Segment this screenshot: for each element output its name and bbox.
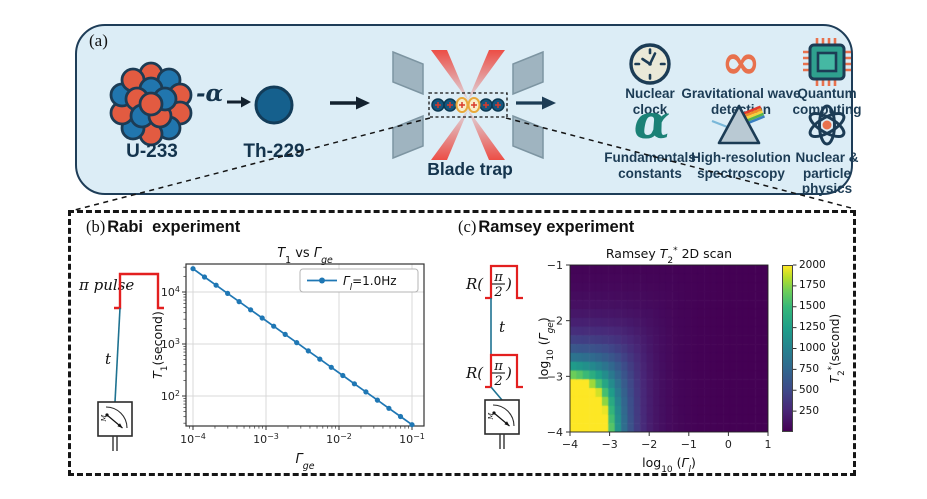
svg-text:T2*(second): T2*(second)	[827, 314, 847, 383]
r-pulse-suffix-1: )	[505, 275, 512, 293]
svg-text:−2: −2	[641, 438, 657, 451]
app-label-quantum-computing: Quantum computing	[792, 86, 862, 117]
t2-heatmap-canvas	[570, 265, 768, 432]
svg-text:Ramsey T2* 2D scan: Ramsey T2* 2D scan	[606, 246, 732, 266]
wire	[114, 307, 121, 403]
svg-text:log10 (Γge): log10 (Γge)	[536, 317, 556, 379]
r-pulse-den-2: 2	[493, 374, 502, 389]
prism-icon	[711, 104, 766, 145]
u233-nucleus-icon	[109, 61, 193, 147]
svg-text:M: M	[100, 415, 108, 423]
arrow-after-trap-icon	[516, 96, 556, 110]
panel-c-header: (c) Ramsey experiment	[458, 217, 634, 237]
alpha-arrow-icon	[227, 96, 251, 108]
nuclear-clock-icon	[629, 43, 671, 85]
pi-pulse-shape	[114, 272, 164, 310]
ramsey-pulse-sequence: R( π 2 ) t R( π 2 ) M	[465, 264, 523, 449]
colorbar	[782, 265, 793, 432]
panel-a-label: (a)	[89, 31, 108, 50]
r-pulse-prefix-1: R(	[465, 275, 484, 293]
svg-text:−3: −3	[547, 370, 563, 383]
svg-text:10−3: 10−3	[253, 432, 279, 447]
colorbar-tick: 2000	[799, 258, 826, 271]
app-label-nuclear-clock: Nuclear clock	[625, 86, 675, 117]
pi2-pulse-shape-2	[485, 353, 523, 389]
pi-pulse-label: π pulse	[78, 276, 134, 294]
ion-zoom-box	[428, 92, 508, 118]
svg-text:Γge: Γge	[296, 452, 315, 472]
panel-b-title: Rabi experiment	[107, 218, 241, 236]
ramsey-t2-heatmap: −4 −3 −2 −1 0 1 −1 −2 −3 −4 Ramsey T2* 2D scan log1…	[536, 246, 870, 480]
svg-text:103: 103	[161, 337, 180, 352]
ion-chain	[428, 92, 508, 118]
svg-text:−3: −3	[601, 438, 617, 451]
svg-text:−1: −1	[681, 438, 697, 451]
svg-text:10−4: 10−4	[180, 432, 206, 447]
colorbar-tick: 500	[799, 383, 820, 396]
panel-c-title: Ramsey experiment	[478, 218, 635, 236]
wait-time-label: t	[499, 318, 506, 336]
r-pulse-num-2: π	[493, 359, 503, 374]
atom-icon	[808, 104, 846, 146]
th229-icon	[254, 85, 294, 125]
u233-label: U-233	[126, 141, 178, 162]
r-pulse-prefix-2: R(	[465, 364, 484, 382]
svg-text:102: 102	[161, 389, 180, 404]
svg-text:104: 104	[161, 285, 180, 300]
panel-b-label: (b)	[86, 217, 106, 236]
colorbar-tick: 1250	[799, 321, 826, 334]
svg-text:−4: −4	[562, 438, 578, 451]
svg-text:log10 (Γl): log10 (Γl)	[642, 455, 696, 475]
svg-text:Γl=1.0Hz: Γl=1.0Hz	[343, 274, 397, 293]
infinity-icon: ∞	[721, 35, 761, 90]
measurement-meter-icon: M	[484, 399, 520, 449]
colorbar-tick: 750	[799, 362, 820, 375]
quantum-chip-icon	[803, 38, 851, 86]
measurement-meter-icon: M	[97, 401, 133, 451]
svg-text:T1 vs Γge: T1 vs Γge	[277, 246, 333, 266]
svg-text:M: M	[487, 413, 495, 421]
panel-c-label: (c)	[458, 217, 477, 236]
colorbar-tick: 1500	[799, 300, 826, 313]
svg-text:10−2: 10−2	[326, 432, 352, 447]
wait-time-label: t	[105, 350, 112, 368]
svg-text:−4: −4	[547, 426, 563, 439]
svg-text:T1(second): T1(second)	[150, 311, 170, 379]
th229-label: Th-229	[243, 141, 305, 162]
svg-text:−1: −1	[547, 259, 563, 272]
r-pulse-den-1: 2	[493, 285, 502, 300]
rabi-t1-chart: 10−4 10−3 10−2 10−1 102 103 104 Γl=1.0Hz T1 vs Γ…	[150, 246, 450, 474]
alpha-symbol-icon: α	[633, 95, 671, 150]
svg-text:0: 0	[725, 438, 732, 451]
arrow-to-trap-icon	[330, 96, 370, 110]
r-pulse-num-1: π	[493, 270, 503, 285]
colorbar-tick: 1000	[799, 342, 826, 354]
svg-text:10−1: 10−1	[399, 432, 425, 447]
app-label-nuclear-physics: Nuclear & particle physics	[795, 150, 859, 196]
colorbar-tick: 1750	[799, 279, 826, 292]
panel-b-header: (b) Rabi experiment	[86, 217, 240, 237]
rabi-pulse-sequence: π pulse t M	[78, 272, 164, 451]
laser-beams	[431, 50, 505, 102]
pi2-pulse-shape-1	[485, 264, 523, 300]
svg-text:−2: −2	[547, 315, 563, 328]
svg-text:1: 1	[765, 438, 772, 451]
wire	[490, 386, 503, 401]
alpha-decay-label: -α	[196, 80, 224, 107]
r-pulse-suffix-2: )	[505, 364, 512, 382]
colorbar-tick: 250	[799, 404, 820, 417]
blade-trap-label: Blade trap	[427, 159, 513, 179]
